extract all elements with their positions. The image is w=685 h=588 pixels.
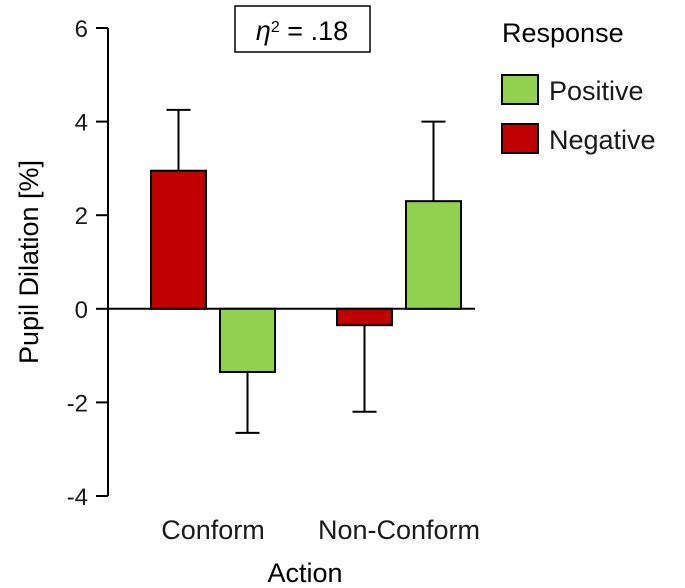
bar-negative-non-conform [336, 307, 393, 327]
legend-swatch-negative [501, 123, 539, 154]
category-labels: Conform Non-Conform [161, 515, 480, 545]
bar-positive-non-conform [405, 200, 462, 310]
effect-size-value: = .18 [280, 16, 348, 46]
y-axis-title: Pupil Dilation [%] [14, 160, 44, 364]
y-tick-label: 4 [75, 110, 88, 137]
y-tick-label: -2 [67, 390, 88, 417]
effect-size-label: η2 = .18 [256, 16, 348, 46]
bars-group [150, 108, 462, 434]
y-axis: 6 4 2 0 -2 -4 [67, 16, 109, 511]
y-tick-label: -4 [67, 484, 88, 511]
bar-positive-conform [219, 307, 276, 373]
eta-superscript: 2 [271, 19, 280, 36]
y-ticks: 6 4 2 0 -2 -4 [67, 16, 108, 511]
legend-swatch-positive [501, 74, 539, 105]
category-label: Conform [161, 515, 265, 545]
y-tick-label: 2 [75, 203, 88, 230]
legend: Response Positive Negative [501, 18, 656, 155]
bar-negative-conform [150, 169, 207, 310]
y-tick-label: 0 [75, 297, 88, 324]
effect-size-annotation: η2 = .18 [234, 5, 371, 53]
legend-label-negative: Negative [549, 125, 656, 155]
category-label: Non-Conform [318, 515, 480, 545]
effect-size-box [234, 5, 371, 53]
x-axis-title: Action [267, 558, 342, 588]
legend-label-positive: Positive [549, 76, 644, 106]
eta-symbol: η [256, 16, 271, 46]
y-tick-label: 6 [75, 16, 88, 43]
legend-title: Response [502, 18, 624, 48]
legend-entries: Positive Negative [501, 74, 656, 155]
